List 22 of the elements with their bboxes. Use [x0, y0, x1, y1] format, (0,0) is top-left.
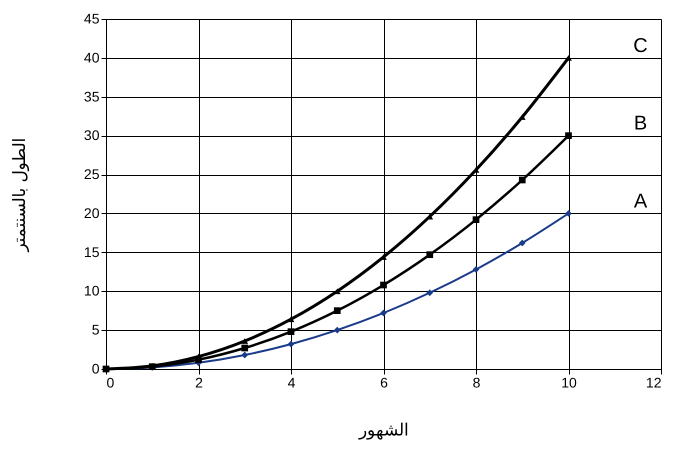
y-tick-label: 25	[84, 166, 100, 182]
x-tick-label: 2	[195, 374, 204, 390]
x-tick-label: 6	[380, 374, 388, 390]
y-tick-label: 30	[84, 127, 100, 144]
y-tick-label: 5	[92, 322, 100, 338]
x-tick-label: 10	[561, 374, 577, 390]
x-tick-label: 0	[106, 374, 114, 390]
y-tick-label: 15	[84, 244, 100, 260]
x-tick-label: 8	[472, 374, 481, 390]
y-tick-label: 20	[84, 204, 100, 221]
y-tick-label: 35	[84, 88, 100, 104]
x-tick-label: 4	[288, 374, 296, 390]
text: C	[633, 34, 648, 57]
y-axis-title: الطول بالسنتمتر	[10, 138, 30, 252]
y-tick-label: 10	[84, 282, 100, 299]
y-tick-label: 0	[92, 360, 100, 376]
x-axis-title: الشهور	[358, 420, 409, 440]
y-tick-label: 40	[84, 49, 100, 66]
y-tick-label: 45	[84, 10, 100, 26]
x-tick-label: 12	[646, 374, 662, 390]
text: B	[634, 112, 648, 135]
text: A	[634, 190, 648, 212]
